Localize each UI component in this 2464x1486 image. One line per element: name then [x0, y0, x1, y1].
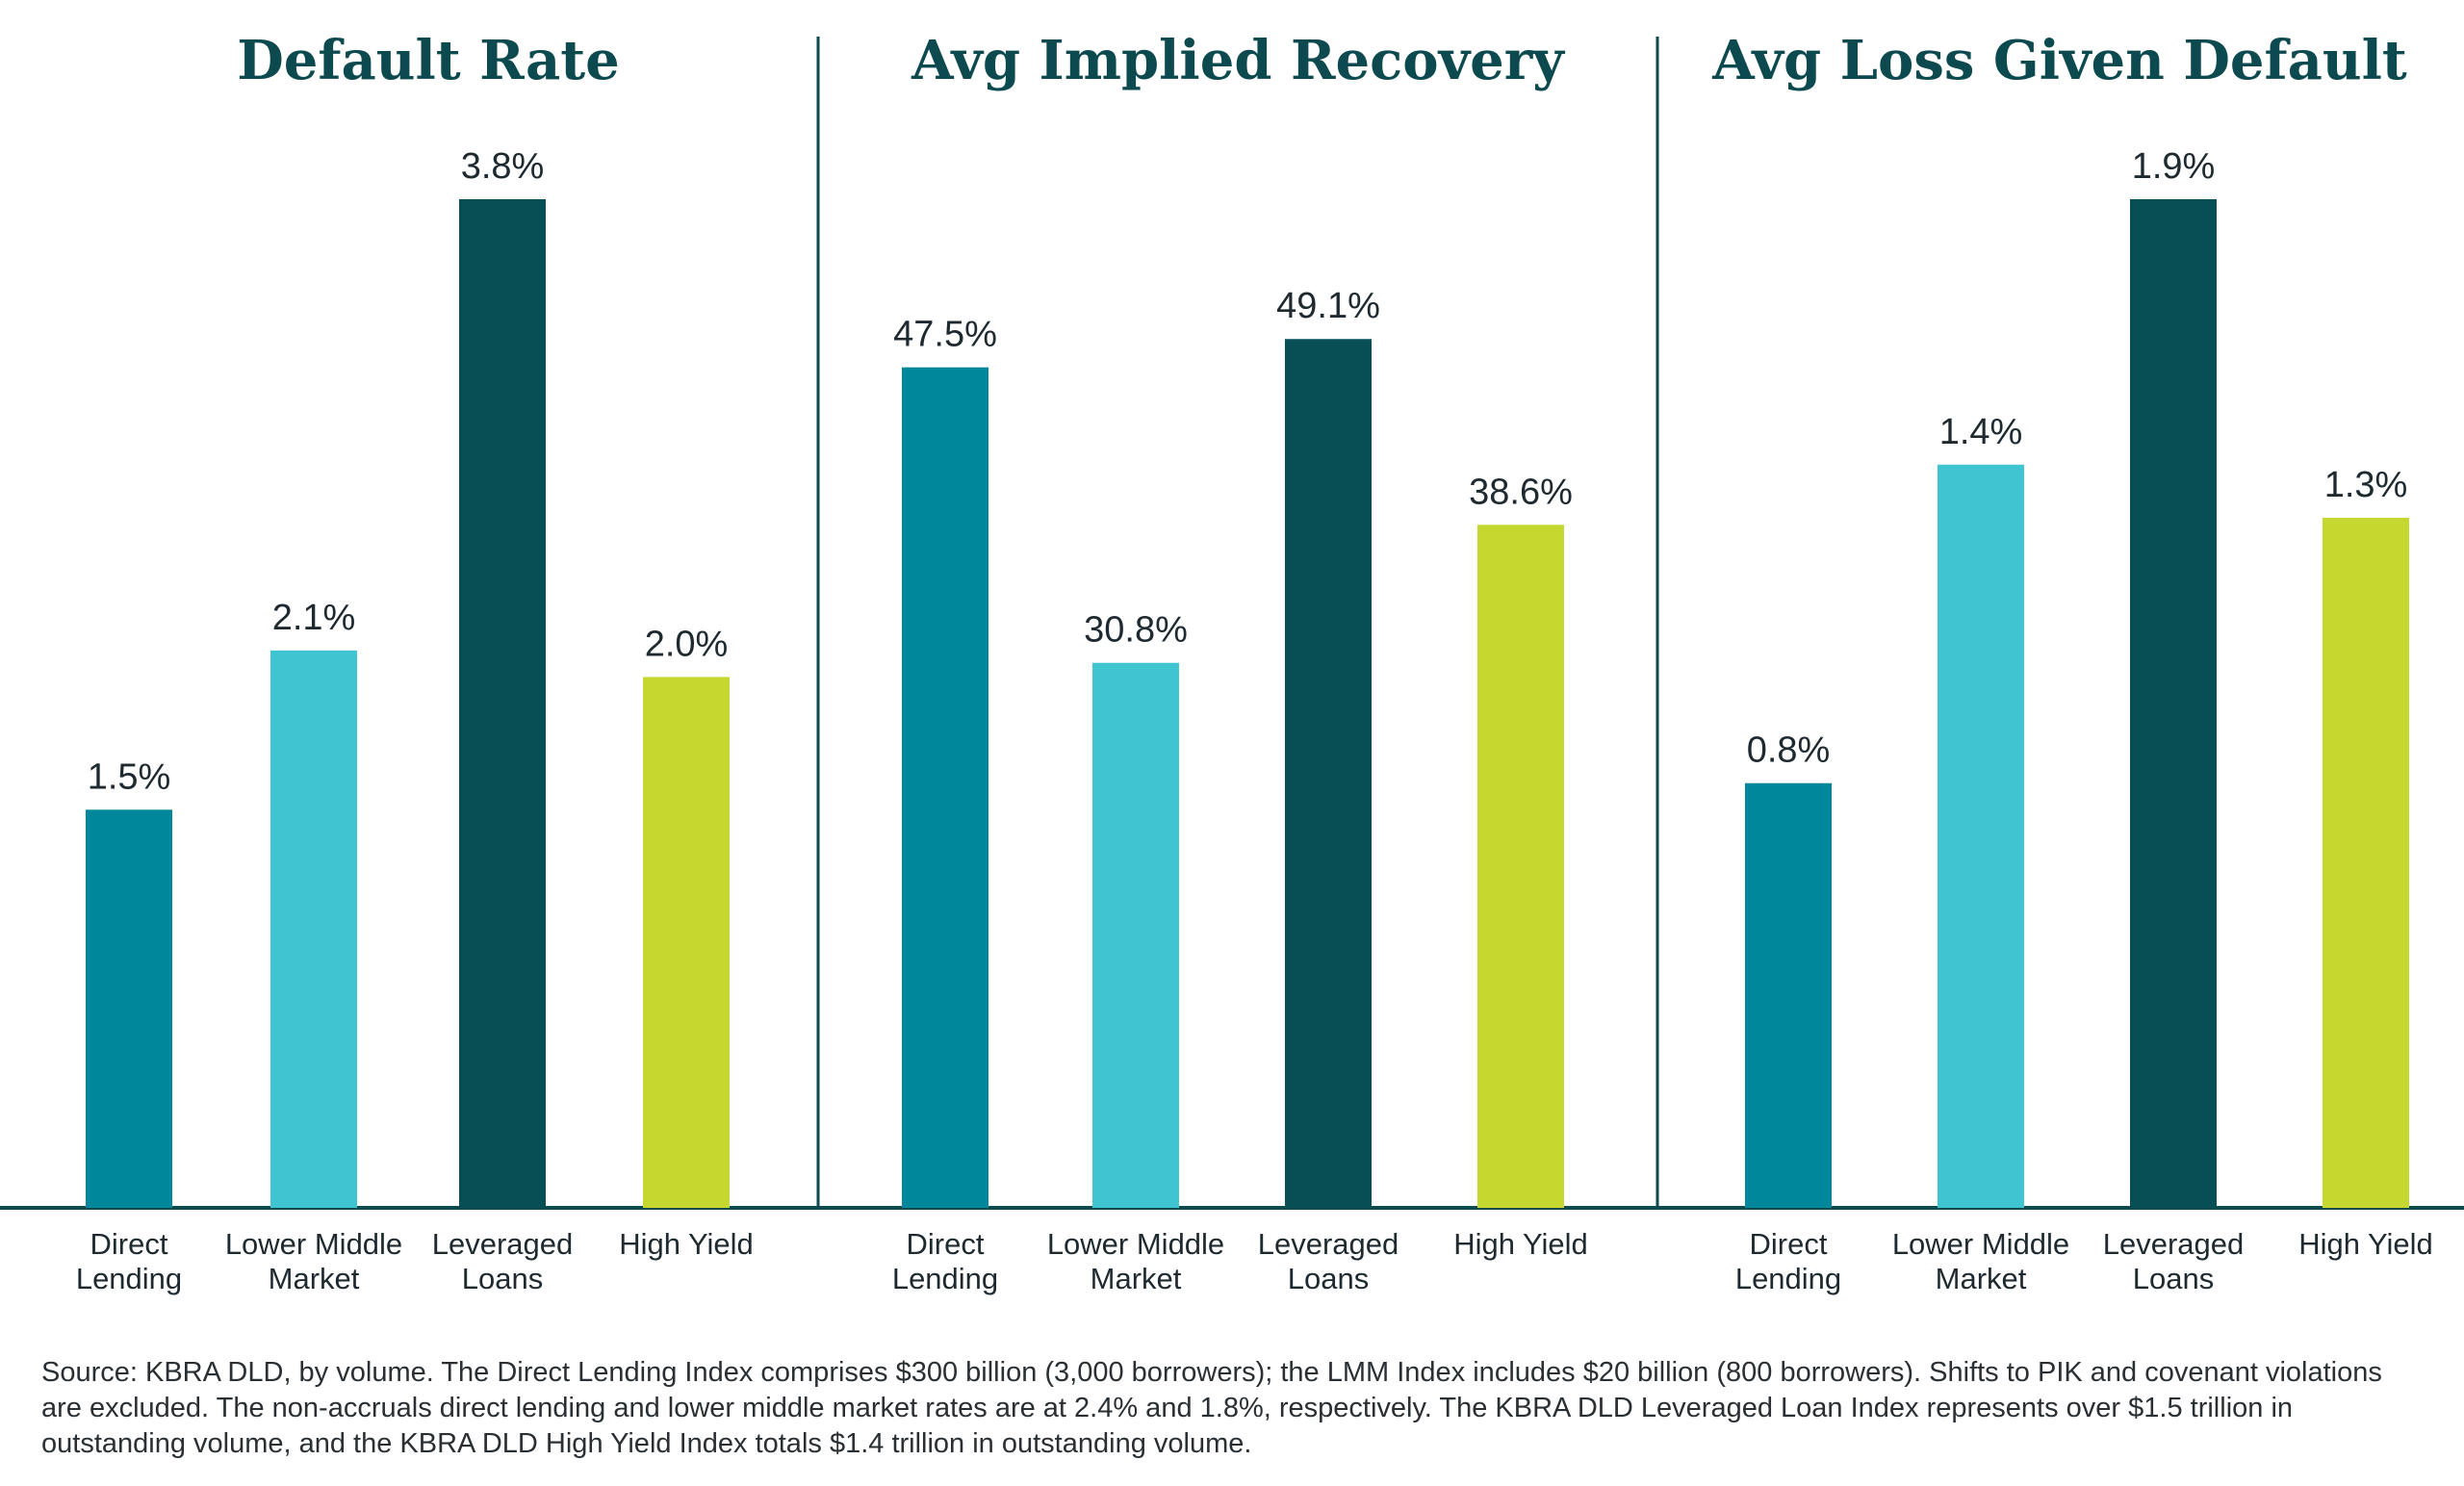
data-label: 2.0%	[645, 624, 729, 664]
category-label: Leveraged Loans	[1258, 1227, 1399, 1295]
category-label: High Yield	[2298, 1227, 2433, 1261]
data-label: 1.4%	[1939, 412, 2023, 452]
bar-lower-middle-market	[1938, 464, 2024, 1209]
category-label: Lower Middle Market	[225, 1227, 402, 1295]
category-label: Lower Middle Market	[1047, 1227, 1224, 1295]
bar-lower-middle-market	[1092, 662, 1179, 1208]
data-label: 1.3%	[2324, 465, 2408, 505]
category-label: Direct Lending	[1735, 1227, 1841, 1295]
bar-high-yield	[1477, 525, 1564, 1208]
category-label: High Yield	[619, 1227, 754, 1261]
data-label: 30.8%	[1084, 610, 1188, 651]
data-label: 1.9%	[2132, 146, 2216, 187]
panel-title: Avg Implied Recovery	[911, 29, 1565, 92]
category-label: High Yield	[1453, 1227, 1588, 1261]
bar-leveraged-loans	[459, 199, 546, 1208]
data-label: 49.1%	[1276, 286, 1380, 326]
data-label: 2.1%	[272, 598, 356, 638]
category-label: Lower Middle Market	[1892, 1227, 2069, 1295]
source-note: Source: KBRA DLD, by volume. The Direct …	[41, 1357, 2382, 1459]
category-label: Direct Lending	[892, 1227, 998, 1295]
chart-panel-1: Default Rate 1.5% Direct Lending 2.1% Lower M…	[76, 29, 754, 1295]
category-label: Leveraged Loans	[432, 1227, 574, 1295]
bar-lower-middle-market	[270, 650, 357, 1208]
category-label: Direct Lending	[76, 1227, 182, 1295]
bar-leveraged-loans	[1285, 339, 1372, 1208]
data-label: 0.8%	[1747, 730, 1831, 771]
data-label: 3.8%	[461, 146, 545, 187]
category-label: Leveraged Loans	[2103, 1227, 2245, 1295]
data-label: 1.5%	[88, 756, 171, 797]
bar-leveraged-loans	[2130, 199, 2217, 1208]
chart-panel-2: Avg Implied Recovery 47.5% Direct Lending 30…	[892, 29, 1588, 1295]
bar-high-yield	[643, 677, 730, 1208]
bar-high-yield	[2323, 517, 2409, 1208]
bar-direct-lending	[86, 809, 172, 1208]
bar-direct-lending	[1745, 782, 1832, 1208]
data-label: 47.5%	[893, 315, 997, 355]
panel-title: Default Rate	[237, 29, 620, 92]
chart-panel-3: Avg Loss Given Default 0.8% Direct Lending 1…	[1711, 29, 2433, 1295]
panel-title: Avg Loss Given Default	[1711, 29, 2407, 92]
data-label: 38.6%	[1469, 472, 1573, 512]
bar-direct-lending	[902, 367, 988, 1209]
